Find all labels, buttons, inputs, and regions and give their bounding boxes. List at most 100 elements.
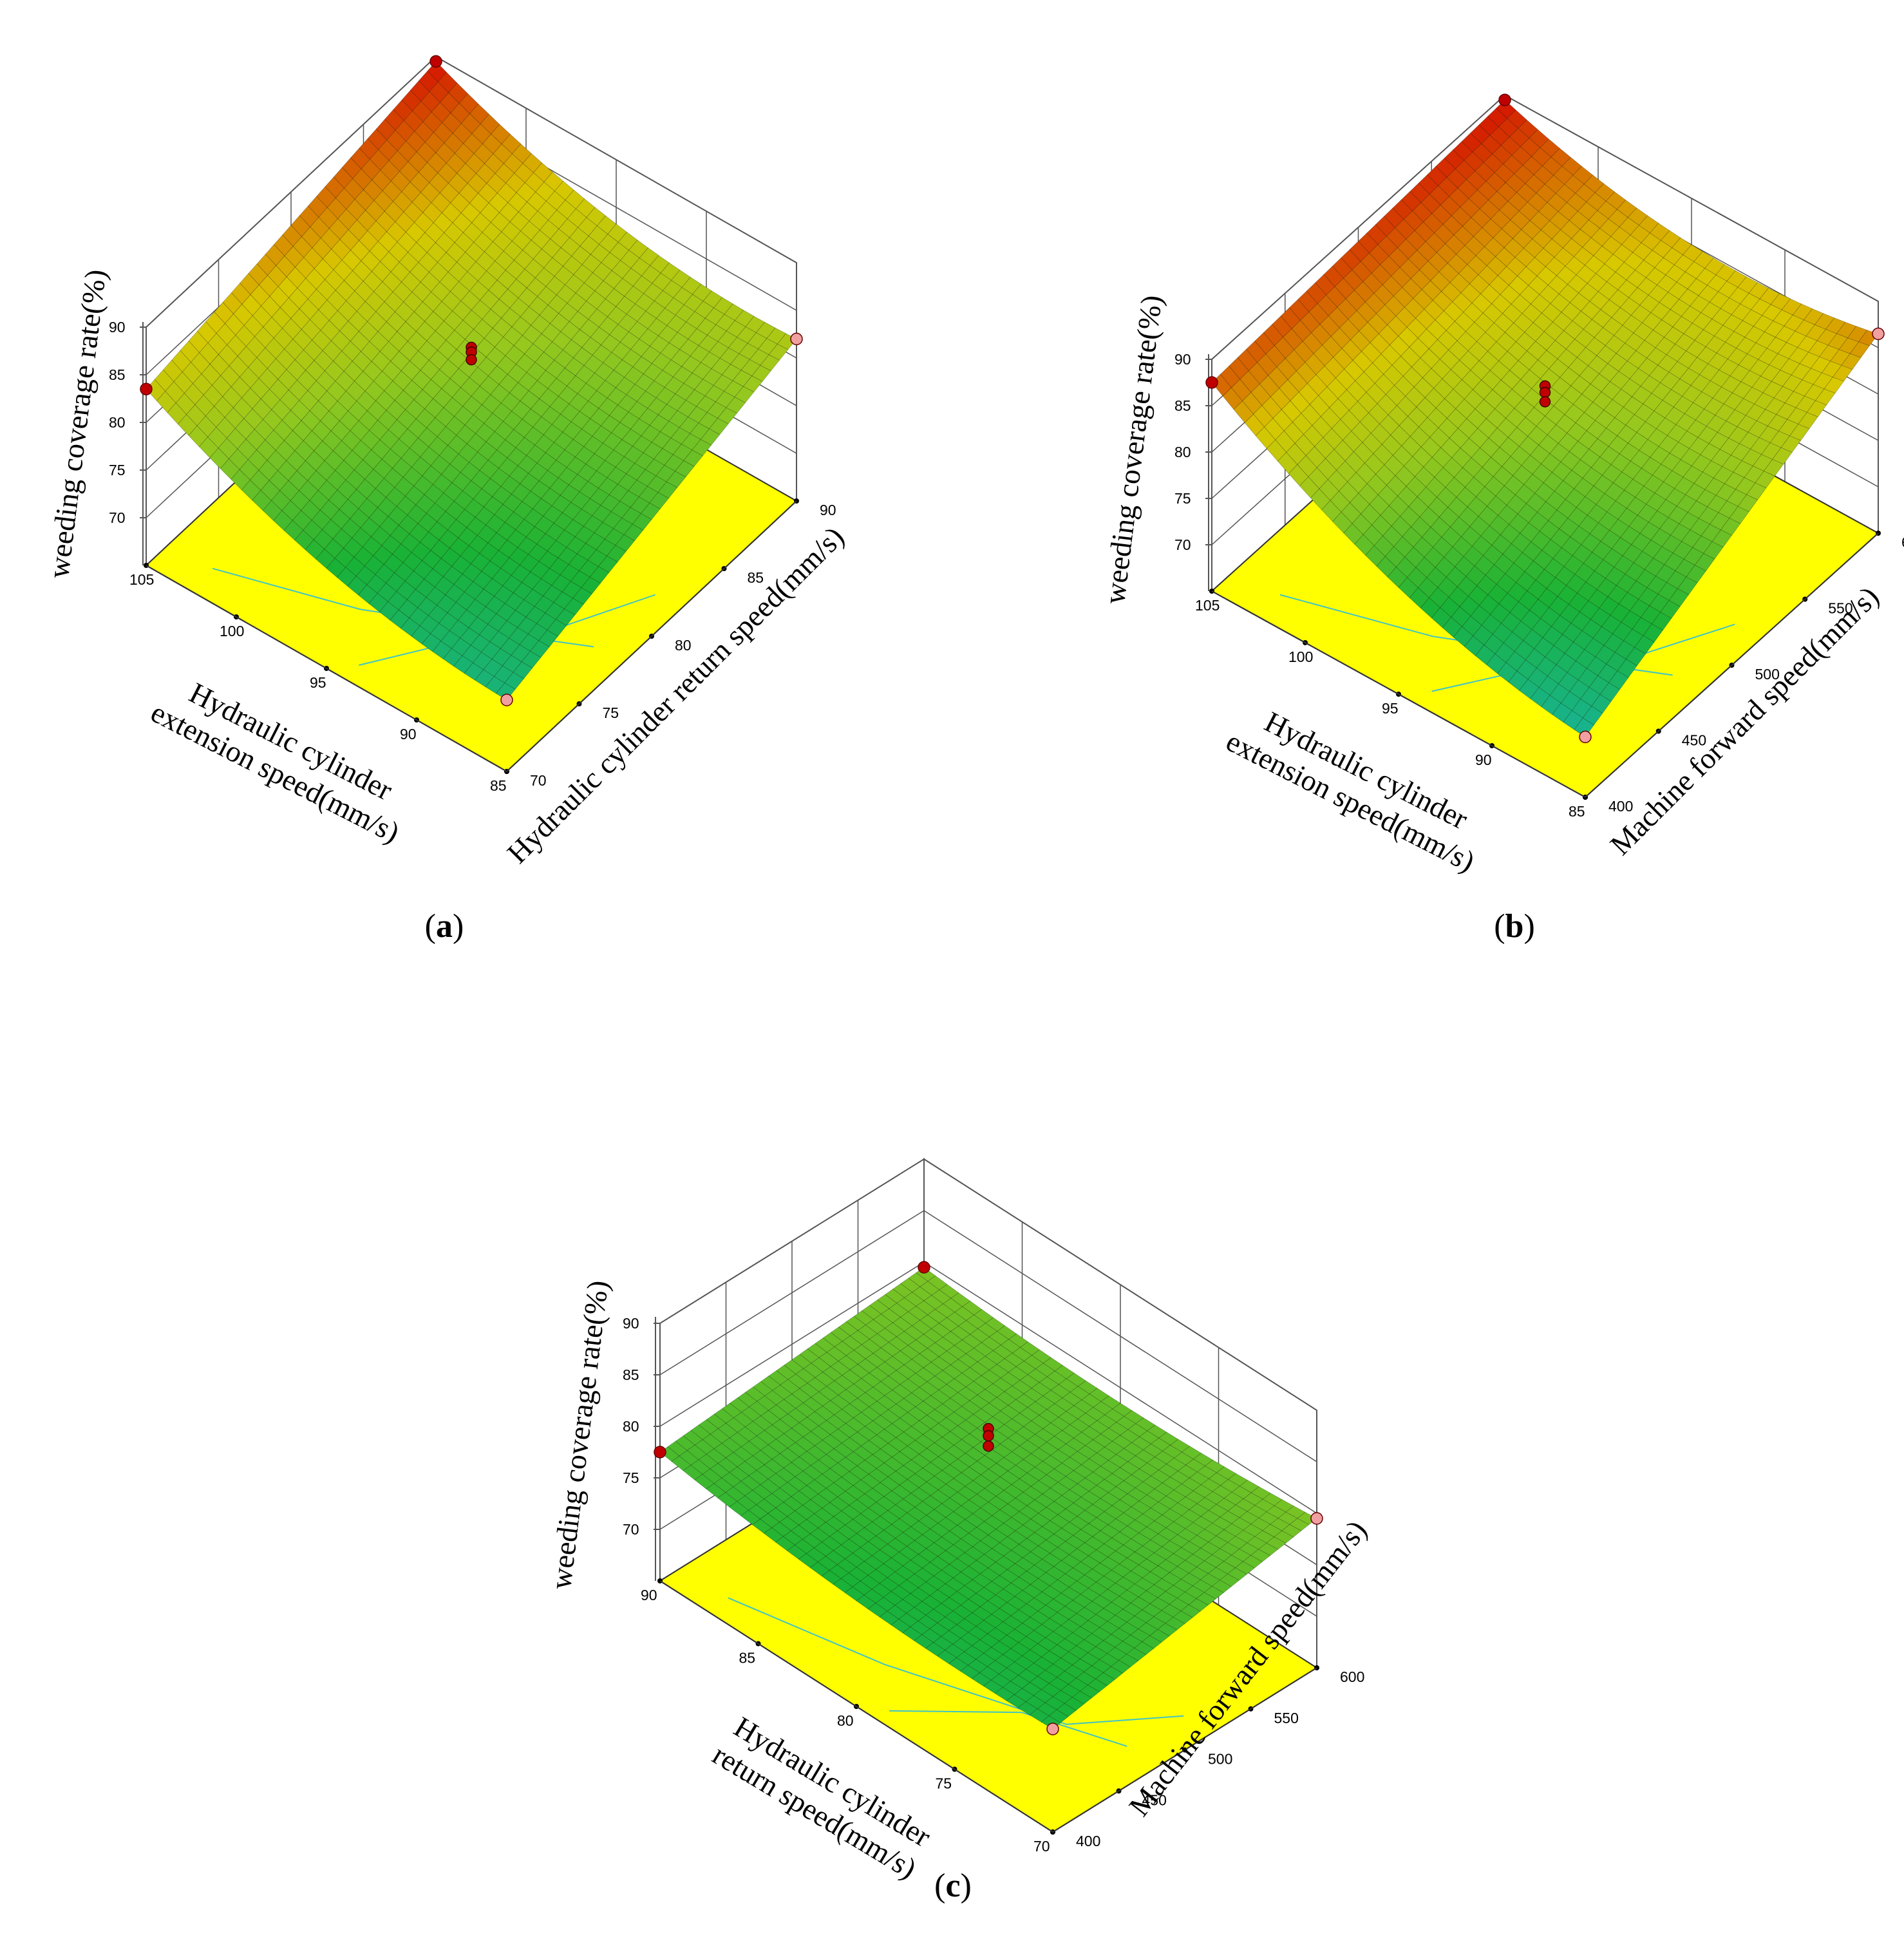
floor-contour [889,1710,1127,1747]
z-tick-label: 70 [623,1521,639,1538]
center-point [466,354,477,366]
y-tick-label: 70 [530,772,547,789]
y-tick-label: 500 [1208,1751,1232,1768]
surface-cell [581,576,601,594]
chart-panel-b: 9085807570105100959085400450500550600Hyd… [1098,93,1904,945]
design-point [1498,93,1511,106]
y-tick-label: 450 [1142,1791,1167,1808]
x-tick-label: 70 [1033,1838,1050,1855]
x-tick-label: 90 [400,726,417,742]
y-tick-label: 400 [1076,1833,1100,1849]
z-tick-label: 85 [109,366,126,383]
x-tick-label: 80 [837,1712,854,1729]
x-axis-line [1211,590,1586,798]
x-tick-label: 105 [1195,597,1220,614]
center-point [1539,396,1551,408]
z-tick-label: 90 [1174,351,1191,368]
surface-cell [607,545,627,563]
surface-cell [1668,588,1690,607]
surface-cell [1677,576,1698,595]
surface-cell [700,428,721,446]
center-point [1539,386,1551,399]
design-point [1046,1723,1059,1735]
z-tick-label: 85 [623,1366,639,1383]
surface-cell [726,397,746,414]
surface-cell [1591,694,1612,714]
panel-label: (a) [425,908,464,945]
surface-cell [1832,365,1853,382]
y-tick-label: 75 [603,704,619,721]
z-tick-label: 70 [1174,536,1191,553]
x-tick-label: 90 [1475,751,1492,768]
y-tick-label: 400 [1608,798,1633,815]
z-tick-label: 70 [109,509,126,526]
z-tick-label: 90 [623,1315,639,1332]
design-point [1872,327,1885,341]
response-surface [146,61,797,701]
x-tick-label: 85 [1569,803,1585,820]
panel-label-letter: b [1505,908,1524,945]
surface-cell [589,566,610,583]
panel-label-close: ) [961,1867,972,1904]
design-point [1579,730,1592,744]
surface-cell [1625,647,1646,666]
surface-cell [1772,447,1793,465]
x-tick-label: 105 [129,571,154,588]
z-tick-label: 85 [1174,397,1191,414]
y-tick-label: 80 [675,637,692,654]
design-point [1310,1512,1323,1525]
panel-label-open: ( [1494,908,1505,945]
response-surface [659,1267,1317,1730]
panel-label: (b) [1494,908,1535,945]
y-tick-label: 600 [1901,534,1904,551]
x-tick-label: 90 [641,1587,657,1603]
x-tick-label: 85 [739,1650,756,1667]
y-tick-label: 500 [1755,666,1780,683]
design-point [1205,376,1218,389]
gridline-z-level [659,1210,1317,1462]
z-tick-label: 90 [109,319,126,335]
surface-cell [513,661,533,679]
design-point [500,694,513,706]
z-tick-label: 80 [1174,444,1191,460]
gridline-z-level [659,1158,1317,1411]
surface-cell [760,354,780,372]
design-point [140,383,153,395]
surface-cell [504,672,524,690]
y-axis-line [1585,533,1879,798]
x-tick-label: 95 [1382,700,1399,717]
surface-cell [547,619,567,637]
surface-cell [708,418,729,435]
surface-cell [615,534,635,552]
surface-cell [768,344,789,361]
surface-cell [1686,565,1706,583]
surface-cell [1789,424,1810,441]
design-point [918,1261,930,1274]
y-tick-label: 450 [1682,732,1706,749]
surface-cell [717,407,737,424]
panel-label-close: ) [1523,908,1534,945]
surface-cell [1737,494,1758,512]
z-axis-label: weeding coverage rate(%) [1098,293,1168,605]
surface-cell [1720,518,1741,536]
x-tick-label: 85 [490,777,507,794]
y-tick-label: 600 [1340,1668,1364,1685]
surface-cell [751,364,771,382]
center-point [983,1440,994,1452]
surface-cell [1243,1555,1263,1569]
surface-cell [521,650,542,668]
y-tick-label: 550 [1274,1710,1299,1726]
z-tick-label: 75 [109,462,126,478]
surface-cell [563,598,584,616]
surface-cell [1824,377,1844,393]
center-point [983,1430,994,1442]
x-axis-line [146,565,507,772]
y-tick-label: 90 [820,502,836,518]
x-tick-label: 95 [310,674,326,691]
surface-cell [734,386,755,403]
panel-label-open: ( [425,908,436,945]
